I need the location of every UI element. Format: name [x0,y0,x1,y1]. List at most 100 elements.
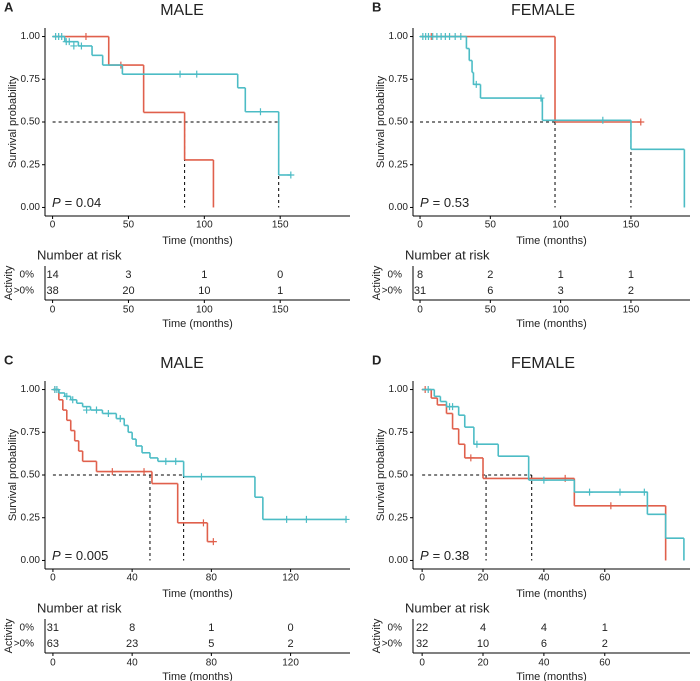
censor-mark [83,406,91,414]
x-tick-label: 40 [538,573,550,584]
risk-count: 23 [126,638,138,650]
x-axis-label: Time (months) [516,318,587,330]
y-tick-label: 0.25 [21,512,41,523]
panel-label: C [4,352,14,367]
censor-mark [607,502,615,510]
p-text: = 0.005 [65,548,109,563]
censor-mark [640,488,648,496]
risk-count: 1 [201,269,207,281]
y-tick-label: 0.00 [389,202,409,213]
x-tick-label: 0 [50,658,56,669]
x-tick-label: 50 [485,220,497,231]
p-symbol: P [420,195,429,210]
risk-row-label: 0% [388,623,403,634]
p-text: = 0.53 [433,195,470,210]
panel-label: D [372,352,381,367]
x-tick-label: 100 [552,220,569,231]
x-tick-label: 150 [272,220,289,231]
risk-table-title: Number at risk [37,600,122,615]
risk-count: 2 [288,638,294,650]
censor-mark [108,468,116,476]
x-axis-label: Time (months) [516,671,587,681]
panel-label: A [4,0,14,14]
x-tick-label: 20 [477,573,489,584]
censor-mark [162,457,170,465]
p-text: = 0.38 [433,548,470,563]
risk-count: 2 [487,269,493,281]
risk-row-label: >0% [14,639,34,650]
y-axis-label: Survival probability [7,428,19,521]
risk-count: 1 [602,622,608,634]
x-tick-label: 120 [282,573,299,584]
y-tick-label: 0.75 [389,427,409,438]
censor-mark [69,396,77,404]
p-symbol: P [52,548,61,563]
x-tick-label: 0 [417,305,423,316]
chart-title: MALE [160,355,204,372]
y-tick-label: 0.25 [389,512,409,523]
risk-count: 0 [288,622,294,634]
risk-count: 1 [208,622,214,634]
y-tick-label: 0.75 [389,74,409,85]
risk-table-ylabel: Activity [3,265,15,300]
risk-count: 31 [47,622,59,634]
risk-count: 10 [477,638,489,650]
risk-count: 14 [46,269,58,281]
risk-count: 38 [46,285,58,297]
p-value: P = 0.53 [420,195,469,210]
risk-count: 2 [628,285,634,297]
censor-mark [77,42,85,50]
censor-mark [540,476,548,484]
x-tick-label: 100 [196,305,213,316]
x-axis-label: Time (months) [516,588,587,600]
x-tick-label: 0 [419,573,425,584]
x-tick-label: 0 [419,658,425,669]
risk-table-ylabel: Activity [371,618,383,653]
y-tick-label: 0.75 [21,427,41,438]
risk-count: 5 [208,638,214,650]
censor-mark [637,118,645,126]
p-text: = 0.04 [65,195,102,210]
x-tick-label: 0 [50,305,56,316]
x-axis-label: Time (months) [162,588,233,600]
censor-mark [616,488,624,496]
censor-mark [537,94,545,102]
y-tick-label: 0.50 [389,117,409,128]
y-tick-label: 0.00 [21,555,41,566]
x-tick-label: 120 [282,658,299,669]
censor-mark [172,457,180,465]
x-tick-label: 0 [50,220,56,231]
censor-mark [457,33,465,41]
y-axis-label: Survival probability [7,75,19,168]
censor-mark [116,415,124,423]
risk-row-label: >0% [382,639,402,650]
x-tick-label: 20 [477,658,489,669]
x-tick-label: 80 [206,573,218,584]
censor-mark [302,515,310,523]
risk-count: 4 [541,622,547,634]
x-tick-label: 100 [196,220,213,231]
y-axis-label: Survival probability [375,428,387,521]
censor-mark [176,70,184,78]
x-tick-label: 60 [599,658,611,669]
y-tick-label: 0.50 [21,117,41,128]
x-tick-label: 40 [127,573,139,584]
risk-count: 3 [558,285,564,297]
x-tick-label: 40 [127,658,139,669]
risk-count: 32 [416,638,428,650]
risk-table-ylabel: Activity [3,618,15,653]
x-tick-label: 0 [417,220,423,231]
risk-count: 8 [129,622,135,634]
y-tick-label: 0.25 [389,159,409,170]
censor-mark [449,403,457,411]
censor-mark [63,392,71,400]
censor-mark [467,454,475,462]
risk-row-label: >0% [14,286,34,297]
risk-count: 10 [198,285,210,297]
risk-table-ylabel: Activity [371,265,383,300]
censor-mark [472,80,480,88]
y-tick-label: 0.50 [21,470,41,481]
risk-table-title: Number at risk [37,247,122,262]
censor-mark [199,519,207,527]
